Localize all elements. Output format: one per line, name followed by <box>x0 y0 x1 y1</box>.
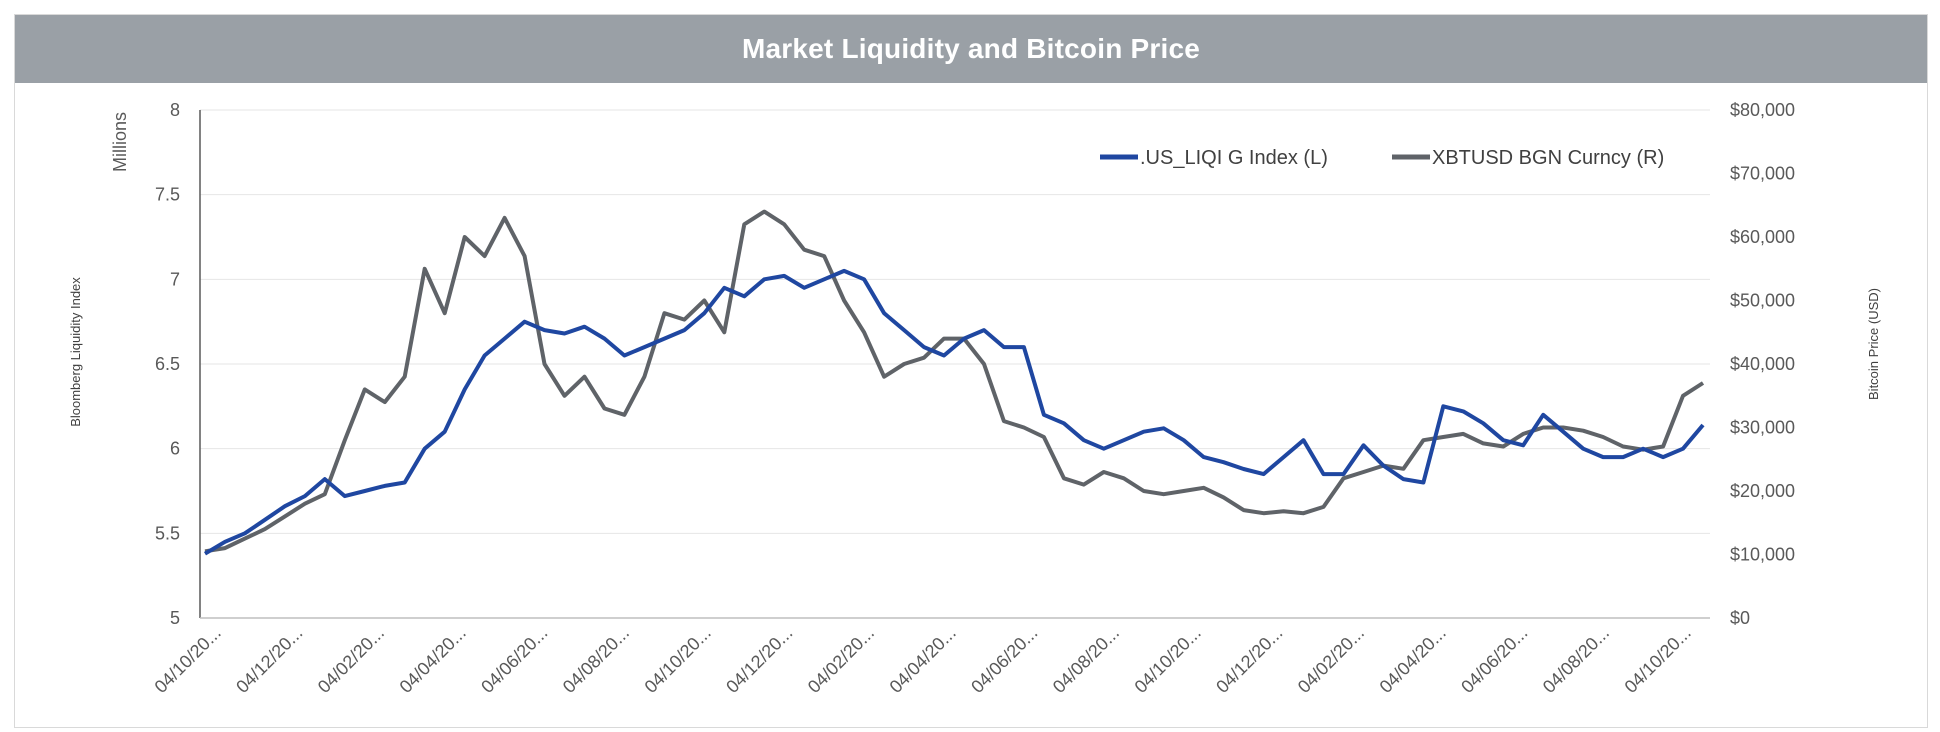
x-tick-label: 04/10/20... <box>641 623 715 697</box>
right-tick-label: $60,000 <box>1730 227 1795 247</box>
x-tick-label: 04/06/20... <box>477 623 551 697</box>
right-tick-label: $80,000 <box>1730 100 1795 120</box>
axes <box>199 110 1710 619</box>
series-line-btc <box>204 209 1705 554</box>
chart-frame: Market Liquidity and Bitcoin Price <box>14 14 1928 728</box>
right-tick-labels: $0 $10,000 $20,000 $30,000 $40,000 $50,000 $60… <box>1730 100 1795 628</box>
x-tick-label: 04/06/20... <box>967 623 1041 697</box>
right-tick-label: $40,000 <box>1730 354 1795 374</box>
left-tick-label: 6 <box>170 439 180 459</box>
x-tick-label: 04/04/20... <box>1376 623 1450 697</box>
x-tick-label: 04/12/20... <box>1212 623 1286 697</box>
chart-title: Market Liquidity and Bitcoin Price <box>742 33 1200 64</box>
legend: .US_LIQI G Index (L) XBTUSD BGN Curncy (… <box>1100 147 1664 169</box>
left-tick-label: 5 <box>170 608 180 628</box>
x-tick-label: 04/10/20... <box>1131 623 1205 697</box>
right-tick-label: $50,000 <box>1730 291 1795 311</box>
x-tick-label: 04/12/20... <box>722 623 796 697</box>
x-tick-label: 04/12/20... <box>232 623 306 697</box>
x-tick-label: 04/08/20... <box>559 623 633 697</box>
x-tick-label: 04/04/20... <box>886 623 960 697</box>
left-axis-unit: Millions <box>110 112 130 172</box>
gridlines <box>200 109 1710 534</box>
x-tick-label: 04/10/20... <box>151 623 225 697</box>
x-tick-label: 04/02/20... <box>804 623 878 697</box>
x-tick-label: 04/02/20... <box>1294 623 1368 697</box>
left-tick-label: 5.5 <box>155 523 180 543</box>
right-tick-label: $70,000 <box>1730 164 1795 184</box>
x-tick-label: 04/04/20... <box>396 623 470 697</box>
right-tick-label: $20,000 <box>1730 481 1795 501</box>
left-tick-label: 8 <box>170 100 180 120</box>
left-tick-label: 7 <box>170 269 180 289</box>
left-tick-label: 6.5 <box>155 354 180 374</box>
x-tick-label: 04/02/20... <box>314 623 388 697</box>
left-axis-label: Bloomberg Liquidity Index <box>68 277 83 427</box>
legend-label-liqi: .US_LIQI G Index (L) <box>1140 147 1328 169</box>
right-tick-label: $10,000 <box>1730 545 1795 565</box>
legend-label-btc: XBTUSD BGN Curncy (R) <box>1432 147 1664 169</box>
x-tick-labels: 04/10/20... 04/12/20... 04/02/20... 04/04/2… <box>151 623 1695 697</box>
x-tick-label: 04/10/20... <box>1621 623 1695 697</box>
title-bar: Market Liquidity and Bitcoin Price <box>15 15 1927 83</box>
series-line-liqi <box>203 268 1705 556</box>
left-tick-labels: 5 5.5 6 6.5 7 7.5 8 <box>155 100 180 628</box>
series-layer <box>203 209 1705 556</box>
right-tick-label: $0 <box>1730 608 1750 628</box>
right-axis-label: Bitcoin Price (USD) <box>1866 288 1881 400</box>
x-tick-label: 04/08/20... <box>1049 623 1123 697</box>
x-tick-label: 04/06/20... <box>1457 623 1531 697</box>
right-tick-label: $30,000 <box>1730 418 1795 438</box>
left-tick-label: 7.5 <box>155 185 180 205</box>
x-tick-label: 04/08/20... <box>1539 623 1613 697</box>
